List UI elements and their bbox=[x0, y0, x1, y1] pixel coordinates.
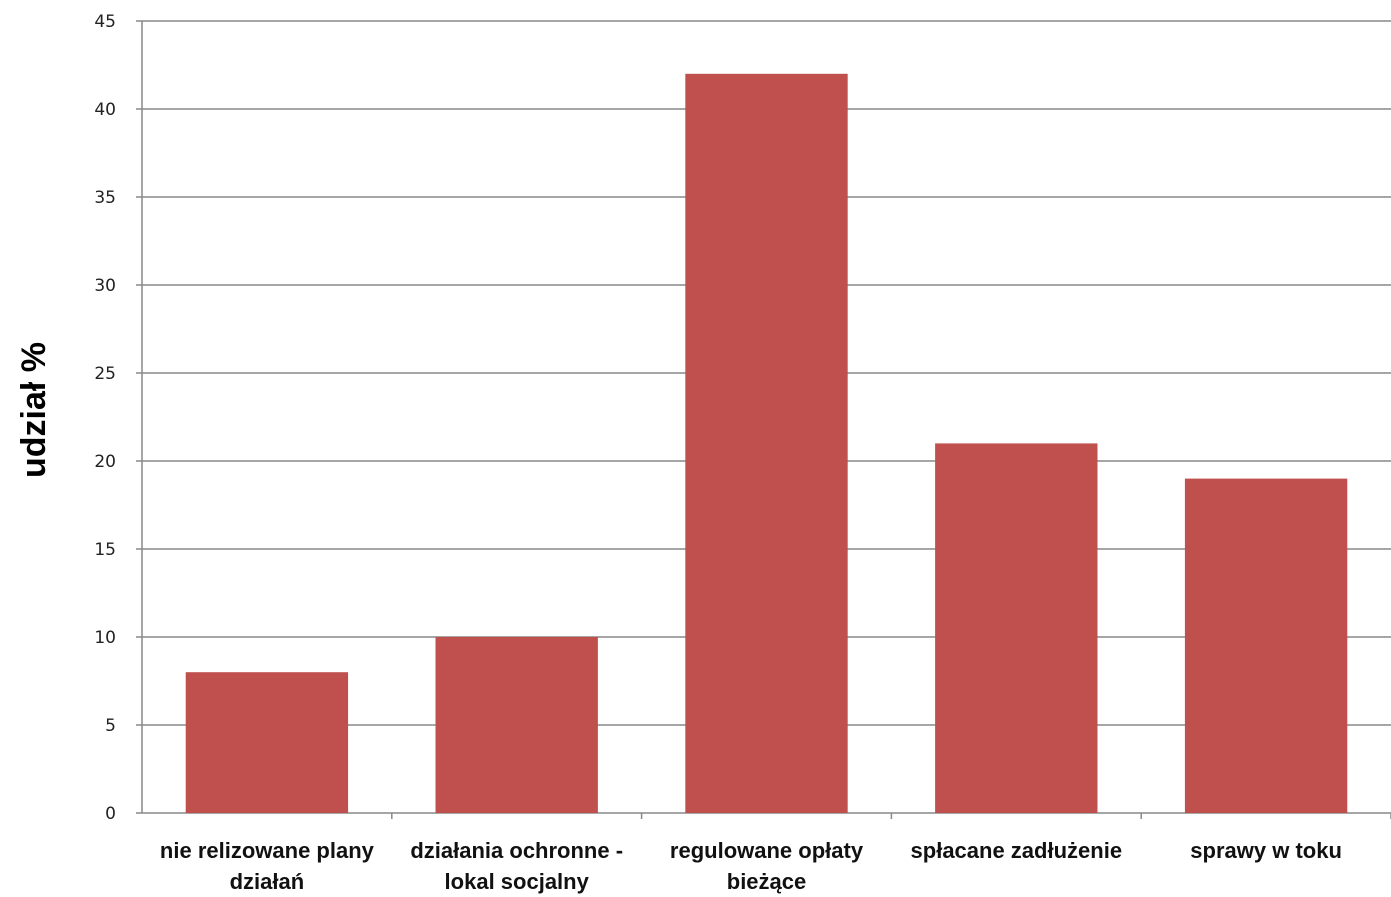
y-tick-label: 15 bbox=[94, 540, 116, 560]
y-tick-label: 10 bbox=[94, 628, 116, 648]
bar bbox=[185, 672, 349, 813]
bar bbox=[935, 443, 1098, 813]
bar bbox=[685, 73, 848, 814]
y-tick-label: 0 bbox=[105, 804, 116, 824]
y-tick-label: 5 bbox=[105, 716, 116, 736]
y-tick-label: 25 bbox=[94, 364, 116, 384]
y-tick-label: 45 bbox=[94, 12, 116, 32]
bar bbox=[1184, 478, 1348, 813]
y-tick-label: 40 bbox=[94, 100, 116, 120]
bars bbox=[185, 73, 1348, 814]
y-tick-label: 35 bbox=[94, 188, 116, 208]
x-category-label: sprawy w toku bbox=[1190, 838, 1342, 863]
x-category-label: spłacane zadłużenie bbox=[911, 838, 1123, 863]
x-category-label: działania ochronne -lokal socjalny bbox=[410, 838, 623, 894]
y-axis-label: udział % bbox=[15, 342, 53, 478]
x-category-label: regulowane opłaty bieżące bbox=[670, 838, 864, 894]
y-tick-labels: 0 5 10 15 20 25 30 35 40 45 bbox=[94, 12, 116, 824]
y-tick-label: 20 bbox=[94, 452, 116, 472]
x-category-label: nie relizowane plany działań bbox=[160, 838, 375, 894]
x-category-labels: nie relizowane plany działań działania och… bbox=[160, 838, 1342, 894]
y-tick-label: 30 bbox=[94, 276, 116, 296]
bar bbox=[435, 637, 598, 813]
